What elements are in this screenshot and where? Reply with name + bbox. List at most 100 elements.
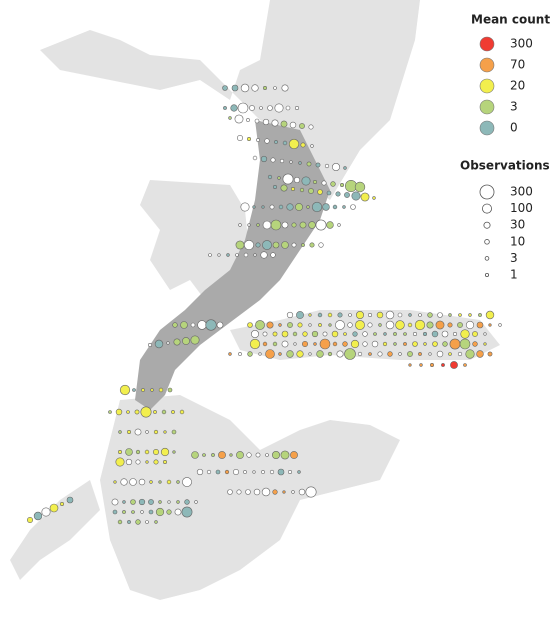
sample-point <box>269 469 275 475</box>
sample-point <box>125 458 133 466</box>
sample-point <box>463 363 467 367</box>
sample-point <box>326 221 334 229</box>
legend-title: Mean count <box>471 13 550 27</box>
sample-point <box>429 362 434 367</box>
legend-label: 300 <box>510 185 533 199</box>
sample-point <box>256 223 260 227</box>
sample-point <box>166 479 172 485</box>
sample-point <box>378 323 382 327</box>
sample-point <box>309 242 315 248</box>
sample-point <box>478 313 482 317</box>
legend-size <box>484 272 490 278</box>
sample-point <box>119 384 131 396</box>
legend-size <box>484 256 490 261</box>
sample-point <box>246 118 250 122</box>
sample-point <box>310 144 314 148</box>
sample-point <box>251 84 259 92</box>
sample-point <box>403 332 407 336</box>
sample-point <box>145 520 149 524</box>
sample-point <box>382 341 388 347</box>
sample-point <box>127 429 132 434</box>
sample-point <box>211 453 215 457</box>
sample-point <box>59 501 64 506</box>
sample-point <box>166 509 172 515</box>
sample-point <box>457 351 463 357</box>
sample-point <box>134 428 142 436</box>
sample-point <box>247 137 252 142</box>
sample-point <box>173 338 181 346</box>
sample-point <box>476 350 484 358</box>
sample-point <box>373 332 377 336</box>
legend-label: 10 <box>510 234 525 248</box>
sample-point <box>240 83 250 93</box>
sample-point <box>197 320 207 330</box>
sample-point <box>308 221 316 229</box>
sample-point <box>145 460 149 464</box>
sample-point <box>150 388 154 392</box>
sample-point <box>458 313 462 317</box>
sample-point <box>318 242 324 248</box>
sample-point <box>113 480 117 484</box>
sample-point <box>253 488 261 496</box>
sample-point <box>322 203 330 211</box>
sample-point <box>308 313 312 317</box>
sample-point <box>331 163 340 172</box>
sample-point <box>237 102 249 114</box>
sample-point <box>131 510 135 514</box>
sample-point <box>472 341 478 347</box>
sample-point <box>281 84 289 92</box>
sample-point <box>383 332 387 336</box>
sample-point <box>111 498 119 506</box>
sample-point <box>408 363 412 367</box>
sample-point <box>348 313 352 317</box>
sample-point <box>459 338 471 350</box>
sample-point <box>246 452 252 458</box>
sample-point <box>327 351 333 357</box>
sample-point <box>261 205 265 209</box>
sample-point <box>223 106 227 110</box>
sample-point <box>229 453 233 457</box>
sample-point <box>344 348 356 360</box>
sample-point <box>144 449 150 455</box>
sample-point <box>298 488 306 496</box>
sample-point <box>441 330 449 338</box>
sample-point <box>265 453 269 457</box>
sample-point <box>278 323 282 327</box>
sample-point <box>262 118 270 126</box>
sample-point <box>230 104 238 112</box>
sample-point <box>423 342 427 346</box>
sample-point <box>293 177 300 184</box>
sample-point <box>483 332 487 336</box>
sample-point <box>300 142 306 148</box>
sample-point <box>180 321 188 329</box>
sample-point <box>498 323 502 327</box>
sample-point <box>442 341 448 347</box>
sample-point <box>49 503 59 513</box>
sample-point <box>122 510 126 514</box>
sample-point <box>272 489 278 495</box>
sample-point <box>290 187 295 192</box>
sample-point <box>301 243 305 247</box>
sample-point <box>261 470 265 474</box>
sample-point <box>236 451 244 459</box>
sample-point <box>245 489 251 495</box>
sample-point <box>432 341 438 347</box>
sample-point <box>282 490 286 494</box>
sample-point <box>153 429 159 435</box>
sample-point <box>176 500 180 504</box>
sample-point <box>228 352 232 356</box>
sample-point <box>235 253 239 257</box>
sample-point <box>427 312 433 318</box>
sample-point <box>272 185 277 190</box>
sample-point <box>395 320 405 330</box>
sample-point <box>252 470 256 474</box>
sample-point <box>262 240 272 250</box>
sample-point <box>215 469 221 475</box>
sample-point <box>218 451 226 459</box>
sample-point <box>306 161 312 167</box>
sample-point <box>422 331 427 336</box>
sample-point <box>352 331 358 337</box>
sample-point <box>360 192 370 202</box>
sample-point <box>247 351 253 357</box>
